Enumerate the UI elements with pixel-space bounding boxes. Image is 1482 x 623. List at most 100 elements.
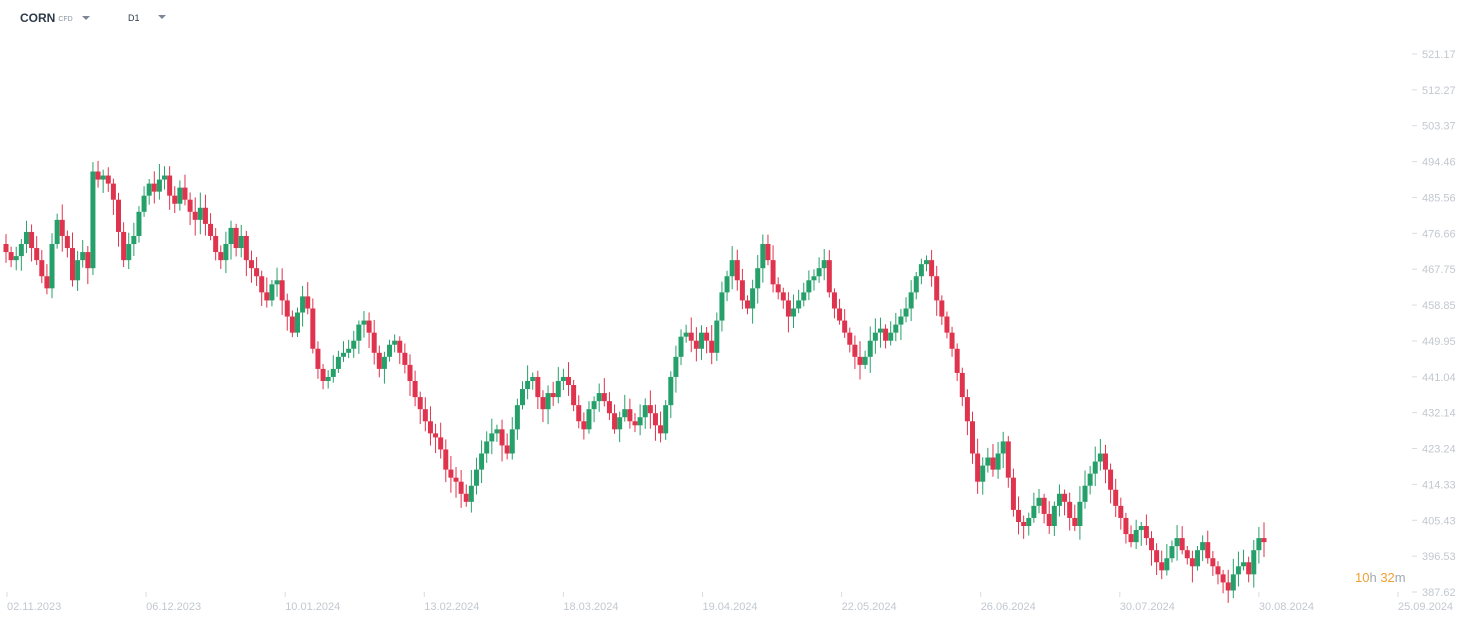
candle-body	[857, 356, 863, 365]
candle-body	[652, 413, 658, 426]
candle-body	[811, 276, 817, 281]
candle-body	[745, 300, 751, 309]
candle-body	[724, 276, 730, 293]
candle-body	[867, 340, 873, 357]
candle-body	[1200, 542, 1206, 551]
candle-body	[642, 405, 648, 418]
candle-body	[898, 316, 904, 325]
candle-body	[571, 385, 577, 406]
candle-body	[1220, 574, 1226, 583]
candle-body	[484, 441, 490, 454]
candle-body	[714, 320, 720, 353]
candle-body	[397, 340, 403, 353]
candle-body	[555, 380, 561, 398]
candle-body	[289, 316, 295, 333]
candle-body	[1169, 546, 1175, 559]
candle-body	[806, 280, 812, 293]
candle-body	[269, 284, 275, 301]
chevron-down-icon	[81, 16, 90, 20]
candle-body	[576, 405, 582, 422]
candle-body	[1026, 517, 1032, 527]
candle-body	[23, 231, 29, 245]
candle-body	[535, 376, 541, 398]
candle-body	[852, 344, 858, 357]
candle-body	[1046, 513, 1052, 527]
candle-body	[872, 332, 878, 341]
candle-body	[1230, 574, 1236, 591]
candle-body	[698, 332, 704, 349]
candle-body	[622, 409, 628, 418]
candle-body	[187, 199, 193, 212]
x-tick-label: 06.12.2023	[146, 601, 201, 613]
candle-body	[632, 421, 638, 426]
candle-body	[417, 397, 423, 410]
candle-body	[330, 368, 336, 377]
candle-body	[1005, 441, 1011, 478]
candle-body	[1010, 477, 1016, 510]
candle-body	[479, 453, 485, 470]
candle-body	[765, 244, 771, 261]
candle-body	[842, 320, 848, 333]
candle-body	[182, 187, 188, 200]
candle-body	[228, 227, 234, 245]
candle-body	[320, 368, 326, 381]
candle-body	[780, 292, 786, 301]
candle-body	[49, 244, 55, 289]
candle-body	[85, 252, 91, 269]
candle-body	[750, 288, 756, 309]
candle-body	[1143, 526, 1149, 539]
candle-body	[581, 421, 587, 430]
candle-body	[545, 393, 551, 410]
candle-body	[69, 248, 75, 281]
candle-body	[877, 328, 883, 333]
candle-body	[54, 219, 60, 245]
candle-body	[1235, 566, 1241, 575]
candle-body	[693, 340, 699, 349]
candle-body	[519, 389, 525, 406]
candle-body	[1128, 534, 1134, 543]
candle-body	[310, 308, 316, 349]
y-tick-label: 503.37	[1422, 121, 1456, 133]
candle-body	[1225, 582, 1231, 591]
candle-body	[294, 312, 300, 333]
candle-body	[162, 175, 168, 180]
y-tick-label: 494.46	[1422, 157, 1456, 169]
time-axis: 02.11.2023 06.12.2023 10.01.2024 13.02.2024…	[6, 592, 1453, 613]
candle-body	[612, 413, 618, 430]
candle-body	[427, 421, 433, 434]
candle-body	[658, 425, 664, 434]
candle-body	[1000, 441, 1006, 454]
candle-body	[985, 457, 991, 466]
x-tick-label: 30.08.2024	[1259, 601, 1314, 613]
candle-body	[3, 244, 9, 253]
countdown-minutes: 32	[1380, 570, 1395, 585]
candle-body	[243, 235, 249, 261]
candle-body	[110, 183, 116, 200]
candle-body	[847, 332, 853, 345]
candle-body	[601, 393, 607, 402]
candle-body	[13, 256, 19, 261]
candle-body	[796, 300, 802, 309]
timeframe-label: D1	[128, 13, 140, 23]
candle-body	[1164, 558, 1170, 571]
candle-body	[566, 376, 572, 386]
y-tick-label: 449.95	[1422, 336, 1456, 348]
candle-body	[1087, 473, 1093, 486]
candle-body	[473, 469, 479, 486]
candle-body	[197, 207, 203, 220]
x-tick-label: 19.04.2024	[703, 601, 758, 613]
candle-body	[177, 187, 183, 204]
candle-body	[990, 457, 996, 470]
x-tick-label: 30.07.2024	[1120, 601, 1175, 613]
y-tick-label: 485.56	[1422, 192, 1456, 204]
candle-body	[305, 296, 311, 309]
y-tick-label: 441.04	[1422, 372, 1456, 384]
candle-body	[64, 235, 70, 249]
timeframe-selector[interactable]: D1	[128, 11, 166, 23]
y-tick-label: 521.17	[1422, 49, 1456, 61]
symbol-selector[interactable]: CORN CFD	[20, 11, 90, 25]
candle-body	[964, 397, 970, 422]
candle-body	[1118, 505, 1124, 518]
candle-body	[1179, 538, 1185, 551]
